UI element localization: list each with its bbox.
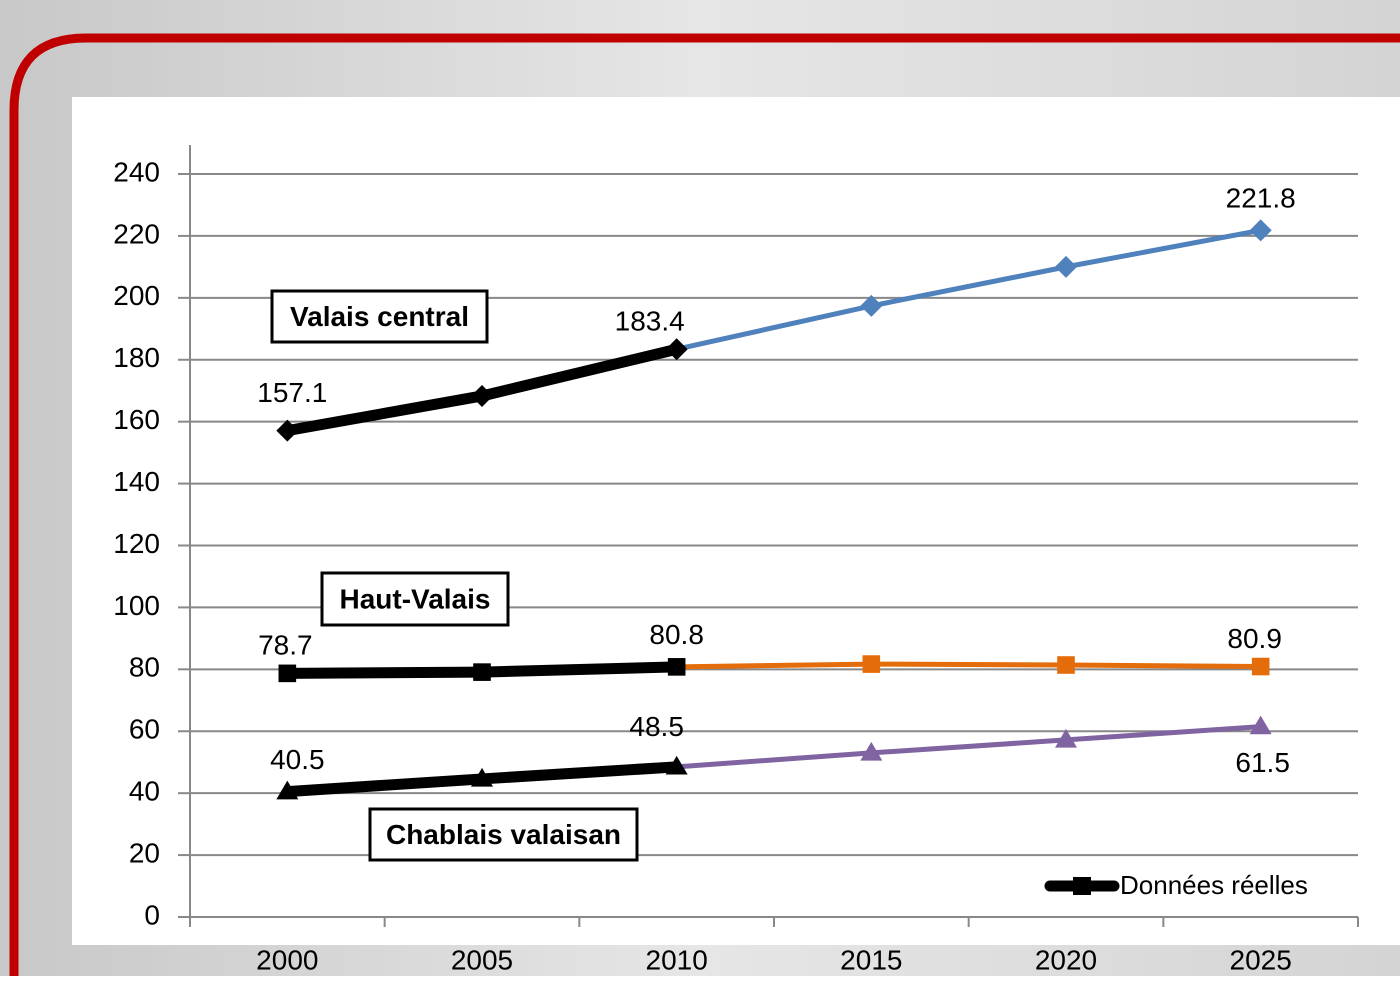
y-tick-label: 240 — [113, 156, 160, 187]
y-tick-label: 180 — [113, 342, 160, 373]
marker — [1249, 219, 1272, 242]
projection-line — [676, 227, 1262, 352]
marker — [667, 658, 686, 676]
x-tick-label: 2025 — [1230, 944, 1292, 975]
y-tick-label: 80 — [129, 652, 160, 683]
marker — [1055, 255, 1077, 278]
series-label: Chablais valaisan — [386, 819, 621, 850]
x-tick-label: 2005 — [451, 944, 513, 975]
y-tick-label: 120 — [113, 528, 160, 559]
marker — [471, 767, 493, 787]
marker — [278, 664, 297, 683]
marker — [1249, 715, 1272, 735]
marker — [471, 384, 493, 407]
data-label: 157.1 — [257, 377, 327, 408]
data-label: 48.5 — [629, 711, 684, 742]
x-tick-label: 2010 — [646, 944, 708, 975]
data-label: 40.5 — [270, 744, 325, 775]
marker — [276, 419, 299, 442]
frame — [9, 33, 1400, 976]
y-tick-label: 40 — [129, 776, 160, 807]
y-tick-label: 60 — [129, 714, 160, 745]
marker — [665, 755, 688, 775]
series-label: Haut-Valais — [340, 583, 491, 614]
y-tick-label: 160 — [113, 404, 160, 435]
y-tick-label: 220 — [113, 218, 160, 249]
marker — [473, 663, 491, 681]
marker — [1251, 657, 1270, 676]
projection-line — [676, 661, 1261, 670]
x-tick-label: 2000 — [256, 944, 318, 975]
marker — [862, 655, 881, 673]
y-tick-label: 140 — [113, 466, 160, 497]
x-tick-label: 2015 — [840, 944, 902, 975]
data-label: 183.4 — [615, 306, 685, 337]
data-label: 221.8 — [1226, 183, 1296, 214]
data-label: 78.7 — [258, 630, 313, 661]
y-tick-label: 200 — [113, 280, 160, 311]
projection-line — [676, 724, 1261, 770]
marker — [276, 780, 299, 800]
legend-marker — [1073, 877, 1091, 895]
legend-label: Données réelles — [1120, 870, 1308, 900]
data-label: 61.5 — [1235, 747, 1290, 778]
marker — [1057, 656, 1075, 674]
x-tick-label: 2020 — [1035, 944, 1097, 975]
y-tick-label: 20 — [129, 837, 160, 868]
series-label-box — [270, 289, 489, 344]
marker — [860, 294, 883, 317]
y-tick-label: 0 — [144, 899, 160, 930]
data-label: 80.9 — [1227, 623, 1282, 654]
marker — [860, 741, 883, 761]
marker — [1055, 728, 1077, 748]
plot-panel — [72, 97, 1400, 945]
data-label: 80.8 — [649, 619, 704, 650]
series-label-box — [368, 807, 639, 862]
series-label-box — [320, 571, 510, 627]
series-label: Valais central — [290, 301, 469, 332]
y-tick-label: 100 — [113, 590, 160, 621]
marker — [665, 338, 688, 361]
